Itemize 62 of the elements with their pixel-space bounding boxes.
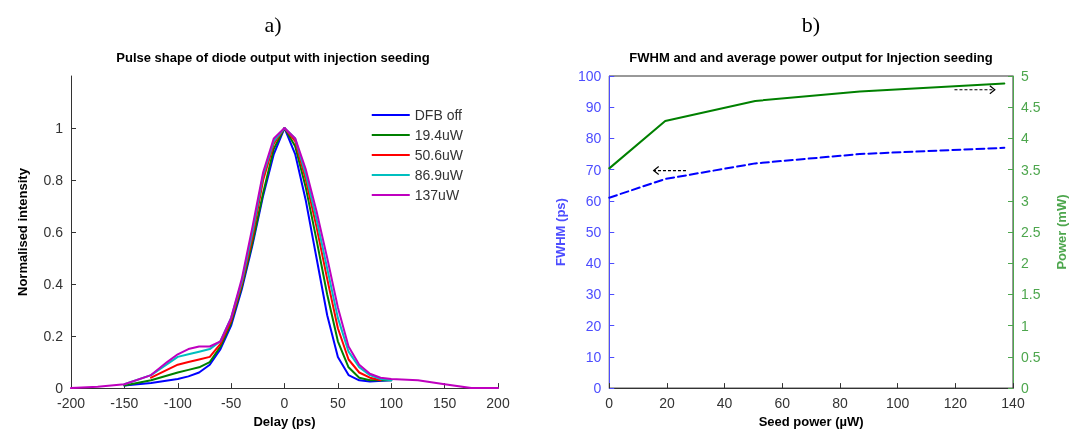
y2-tick-label: 3.5 (1021, 161, 1041, 178)
chart-title: a) (264, 11, 282, 37)
x-tick-label: 100 (379, 395, 404, 412)
y2-tick-label: 2.5 (1021, 224, 1041, 241)
y-tick-label: 0.6 (43, 224, 64, 241)
y2-tick-label: 0 (1021, 380, 1029, 397)
y-axis-title: Normalised intensity (15, 167, 30, 296)
y2-tick-label: 1 (1021, 317, 1029, 334)
y2-tick-label: 4 (1021, 130, 1029, 147)
chart-subtitle: FWHM and and average power output for Injection seeding (629, 50, 993, 65)
line-series (608, 82, 1006, 170)
y-tick-label: 1 (55, 120, 64, 137)
x-axis-title: Delay (ps) (253, 414, 316, 429)
y2-tick-label: 3 (1021, 192, 1029, 209)
x-tick-label: -50 (221, 395, 242, 412)
y2-axis-title: Power (mW) (1054, 194, 1069, 270)
legend-label: 50.6uW (414, 147, 464, 163)
x-tick-label: 60 (774, 395, 791, 412)
x-tick-label: 120 (943, 395, 968, 412)
x-tick-label: 0 (605, 395, 614, 412)
line-series (608, 146, 1006, 199)
y-tick-label: 10 (585, 348, 602, 365)
y-tick-label: 0 (593, 380, 602, 397)
y-tick-label: 0 (55, 380, 64, 397)
legend-label: DFB off (414, 107, 463, 123)
x-tick-label: 80 (832, 395, 848, 412)
x-tick-label: 50 (330, 395, 346, 412)
y-tick-label: 50 (585, 224, 602, 241)
legend-label: 137uW (414, 187, 460, 203)
y2-tick-label: 0.5 (1021, 348, 1041, 365)
y2-tick-label: 1.5 (1021, 286, 1041, 303)
y-tick-label: 40 (585, 255, 602, 272)
x-tick-label: -200 (56, 395, 86, 412)
chart-subtitle: Pulse shape of diode output with injection seeding (116, 50, 430, 65)
y-tick-label: 0.8 (43, 172, 64, 189)
line-series (150, 127, 382, 382)
x-tick-label: -100 (163, 395, 192, 412)
y-tick-label: 70 (585, 161, 602, 178)
y2-tick-label: 2 (1021, 255, 1029, 272)
x-tick-label: 200 (486, 395, 510, 412)
y-tick-label: 100 (577, 68, 602, 84)
y-tick-label: 30 (585, 286, 602, 303)
x-tick-label: 100 (885, 395, 910, 412)
x-tick-label: 150 (432, 395, 457, 412)
y-tick-label: 0.4 (43, 276, 64, 293)
x-tick-label: 140 (1001, 395, 1025, 412)
x-tick-label: 20 (659, 395, 675, 412)
legend-label: 19.4uW (414, 127, 464, 143)
y2-tick-label: 4.5 (1021, 99, 1041, 116)
chart-title: b) (801, 11, 821, 37)
x-tick-label: -150 (110, 395, 139, 412)
y2-tick-label: 5 (1021, 68, 1029, 84)
y-tick-label: 60 (585, 192, 602, 209)
y-tick-label: 20 (585, 317, 602, 334)
x-tick-label: 0 (280, 395, 289, 412)
y-tick-label: 90 (585, 99, 602, 116)
y-tick-label: 0.2 (43, 328, 64, 345)
legend-label: 86.9uW (414, 167, 464, 183)
y-tick-label: 80 (585, 130, 602, 147)
y-axis-title: FWHM (ps) (553, 198, 568, 266)
x-axis-title: Seed power (µW) (758, 414, 864, 429)
x-tick-label: 40 (716, 395, 733, 412)
